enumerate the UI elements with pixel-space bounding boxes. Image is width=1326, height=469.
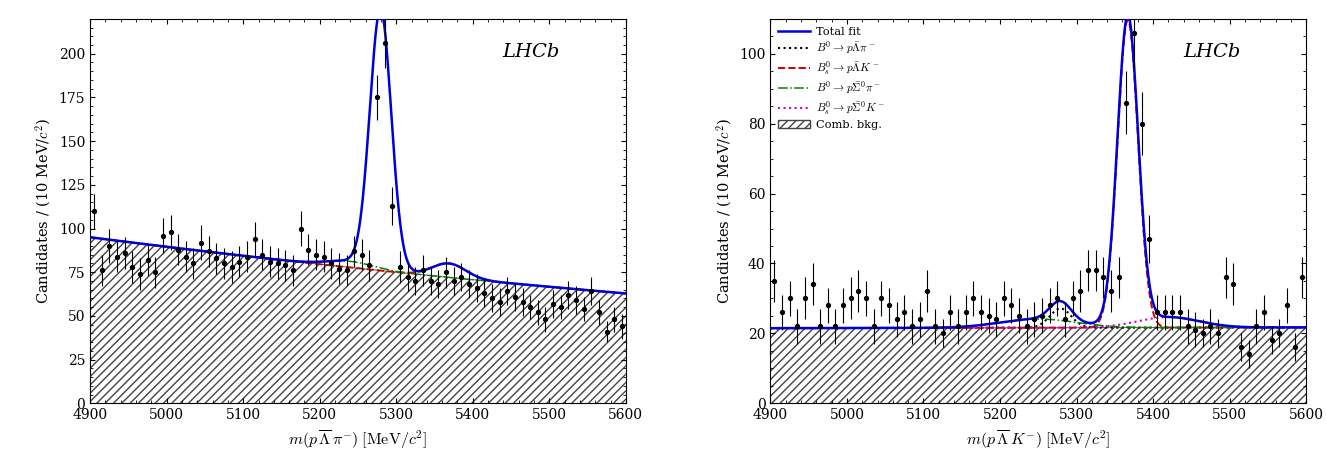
- X-axis label: $m(p\,\overline{\Lambda}\,\pi^{-})\;[\mathrm{MeV}/c^{2}]$: $m(p\,\overline{\Lambda}\,\pi^{-})\;[\ma…: [289, 428, 427, 451]
- Text: LHCb: LHCb: [1183, 43, 1240, 61]
- Y-axis label: Candidates / (10 MeV/$c^{2}$): Candidates / (10 MeV/$c^{2}$): [33, 118, 53, 304]
- Y-axis label: Candidates / (10 MeV/$c^{2}$): Candidates / (10 MeV/$c^{2}$): [715, 118, 733, 304]
- X-axis label: $m(p\,\overline{\Lambda}\,K^{-})\;[\mathrm{MeV}/c^{2}]$: $m(p\,\overline{\Lambda}\,K^{-})\;[\math…: [967, 428, 1110, 451]
- Legend: Total fit, $B^0 \to p\bar{\Lambda}\pi^-$, $B_s^0 \to p\bar{\Lambda}K^-$, $B^0 \t: Total fit, $B^0 \to p\bar{\Lambda}\pi^-$…: [776, 24, 887, 132]
- Text: LHCb: LHCb: [503, 43, 560, 61]
